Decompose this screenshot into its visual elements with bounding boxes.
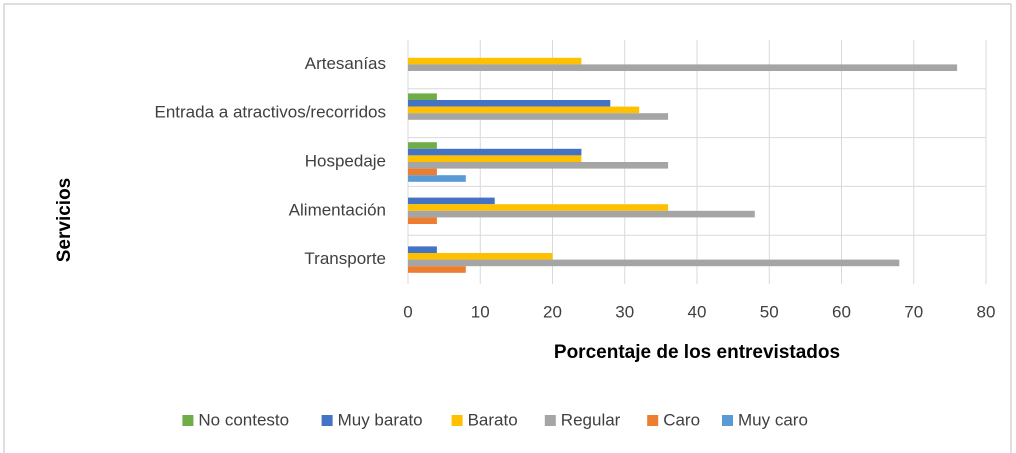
- y-tick-label: Transporte: [304, 249, 386, 268]
- y-tick-label: Entrada a atractivos/recorridos: [155, 103, 387, 122]
- bar: [408, 168, 437, 176]
- legend-swatch: [544, 415, 556, 426]
- x-tick-label: 80: [977, 302, 996, 321]
- legend-label: Barato: [468, 410, 518, 429]
- x-tick-label: 30: [615, 302, 634, 321]
- legend-label: No contesto: [198, 410, 289, 429]
- legend-swatch: [321, 415, 333, 426]
- bar: [408, 197, 495, 205]
- bar: [408, 204, 669, 211]
- bar: [408, 246, 437, 253]
- bar: [408, 100, 611, 107]
- legend-swatch: [722, 415, 733, 426]
- bar: [408, 210, 755, 218]
- x-tick-label: 20: [543, 302, 562, 321]
- y-tick-label: Hospedaje: [305, 151, 386, 170]
- legend-label: Muy caro: [738, 410, 808, 429]
- y-tick-label: Alimentación: [289, 200, 386, 219]
- bar: [408, 57, 582, 65]
- bar: [408, 217, 437, 224]
- legend-swatch: [647, 415, 659, 426]
- legend-swatch: [451, 415, 463, 426]
- bar: [408, 253, 553, 260]
- bar: [408, 175, 466, 182]
- bar: [408, 266, 466, 273]
- bar: [408, 148, 582, 156]
- legend-label: Muy barato: [338, 410, 423, 429]
- bar: [408, 106, 640, 114]
- bar: [408, 155, 582, 162]
- bar: [408, 162, 669, 169]
- x-tick-label: 40: [688, 302, 707, 321]
- bar: [408, 113, 669, 120]
- legend-swatch: [182, 415, 194, 426]
- legend-label: Regular: [561, 410, 621, 429]
- chart-frame: [3, 3, 1012, 453]
- x-axis-title: Porcentaje de los entrevistados: [554, 342, 840, 363]
- x-tick-label: 50: [760, 302, 779, 321]
- bar: [408, 142, 437, 149]
- bar: [408, 259, 900, 267]
- x-tick-label: 10: [471, 302, 490, 321]
- x-tick-label: 0: [403, 302, 412, 321]
- legend-label: Caro: [663, 410, 700, 429]
- x-tick-label: 60: [832, 302, 851, 321]
- x-tick-label: 70: [904, 302, 923, 321]
- y-axis-title: Servicios: [54, 178, 75, 263]
- bar: [408, 93, 437, 100]
- bar: [408, 64, 958, 71]
- y-tick-label: Artesanías: [305, 54, 386, 73]
